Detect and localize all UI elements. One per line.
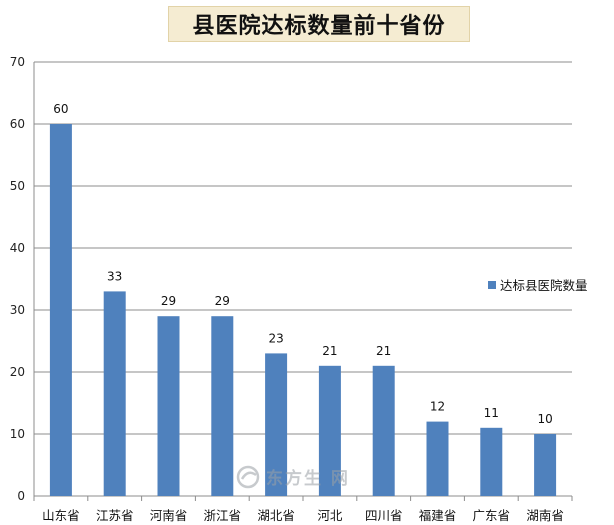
x-tick-label: 河北 [317,508,343,523]
bar [534,434,557,496]
y-tick-label: 40 [10,241,25,255]
chart-title: 县医院达标数量前十省份 [192,13,446,39]
bar [211,316,234,496]
y-tick-label: 30 [10,303,25,317]
bar [372,365,395,496]
data-label: 10 [537,412,552,426]
watermark-text: 东方生 网 [266,469,350,489]
x-tick-label: 广东省 [473,508,511,523]
y-tick-label: 70 [10,55,25,69]
data-label: 23 [268,331,283,345]
data-label: 33 [107,269,122,283]
data-label: 29 [215,294,230,308]
bar [480,427,503,496]
bar [318,365,341,496]
x-tick-label: 河南省 [150,508,188,523]
data-label: 21 [322,344,337,358]
x-tick-label: 江苏省 [96,508,134,523]
y-tick-label: 0 [17,489,25,503]
legend: 达标县医院数量 [488,275,588,294]
x-tick-label: 四川省 [365,508,403,523]
bar [265,353,288,496]
legend-swatch [488,280,496,289]
data-label: 12 [430,400,445,414]
x-tick-label: 浙江省 [204,508,242,523]
legend-label: 达标县医院数量 [500,278,588,293]
y-tick-label: 10 [10,427,25,441]
bar [103,291,126,496]
data-label: 60 [53,102,68,116]
y-tick-label: 50 [10,179,25,193]
chart-title-box: 县医院达标数量前十省份 [168,6,470,42]
data-label: 11 [484,406,499,420]
data-label: 21 [376,344,391,358]
watermark: 东方生 网 [236,464,350,489]
y-tick-label: 60 [10,117,25,131]
x-tick-label: 福建省 [419,508,457,523]
watermark-logo-icon [236,465,260,488]
x-tick-label: 山东省 [42,508,80,523]
data-label: 29 [161,294,176,308]
x-tick-label: 湖南省 [526,508,564,523]
bar [49,124,72,496]
bar [426,421,449,496]
bar [157,316,180,496]
x-tick-label: 湖北省 [257,508,295,523]
y-tick-label: 20 [10,365,25,379]
